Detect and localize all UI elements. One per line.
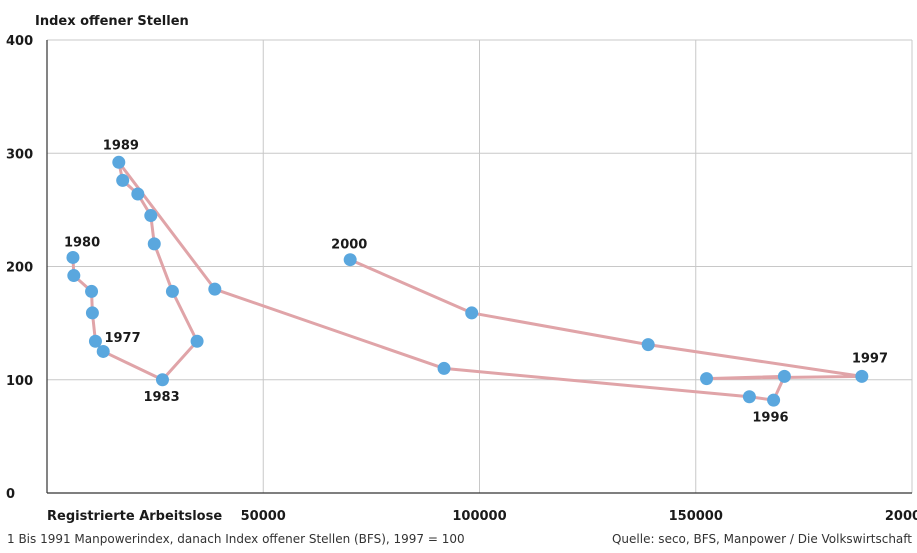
data-point [144,209,158,223]
data-point [85,284,99,298]
point-label: 2000 [331,238,367,253]
data-point [742,390,756,404]
data-point [131,187,145,201]
y-tick-label: 400 [6,34,33,49]
grid [47,39,913,493]
source-note: Quelle: seco, BFS, Manpower / Die Volksw… [611,532,912,546]
data-points [66,155,869,407]
x-tick-label: 200000 [885,509,917,524]
data-point [147,237,161,251]
data-point [855,369,869,383]
x-tick-label: 150000 [669,509,723,524]
tick-labels: 0 100 200 300 400 50000 100000 150000 200000 [6,34,917,524]
y-tick-label: 100 [6,374,33,389]
point-label: 1997 [852,351,888,366]
x-tick-label: 100000 [452,509,506,524]
data-point [437,361,451,375]
data-point [88,334,102,348]
y-tick-label: 200 [6,261,33,276]
series-path [71,160,864,402]
point-label: 1989 [103,138,139,153]
y-tick-label: 0 [6,487,15,502]
footnote: 1 Bis 1991 Manpowerindex, danach Index o… [7,532,465,546]
point-label: 1977 [104,331,140,346]
axes [46,40,912,494]
data-point [700,372,714,386]
data-point [165,284,179,298]
data-point [777,369,791,383]
y-tick-label: 300 [6,147,33,162]
data-point [96,344,110,358]
data-point [85,306,99,320]
point-label: 1996 [752,411,788,426]
data-point [208,282,222,296]
data-point [641,338,655,352]
point-labels: 1980 1977 1983 1989 1996 1997 2000 [64,138,888,425]
data-point [190,334,204,348]
x-tick-label: 50000 [241,509,286,524]
data-point [112,155,126,169]
data-point [465,306,479,320]
point-label: 1980 [64,235,100,250]
y-axis-title: Index offener Stellen [35,14,189,29]
data-point [343,253,357,267]
series-line [71,160,864,402]
data-point [767,393,781,407]
x-axis-title: Registrierte Arbeitslose [47,509,222,524]
data-point [67,269,81,283]
data-point [116,173,130,187]
point-label: 1983 [143,390,179,405]
data-point [155,373,169,387]
data-point [66,250,80,264]
